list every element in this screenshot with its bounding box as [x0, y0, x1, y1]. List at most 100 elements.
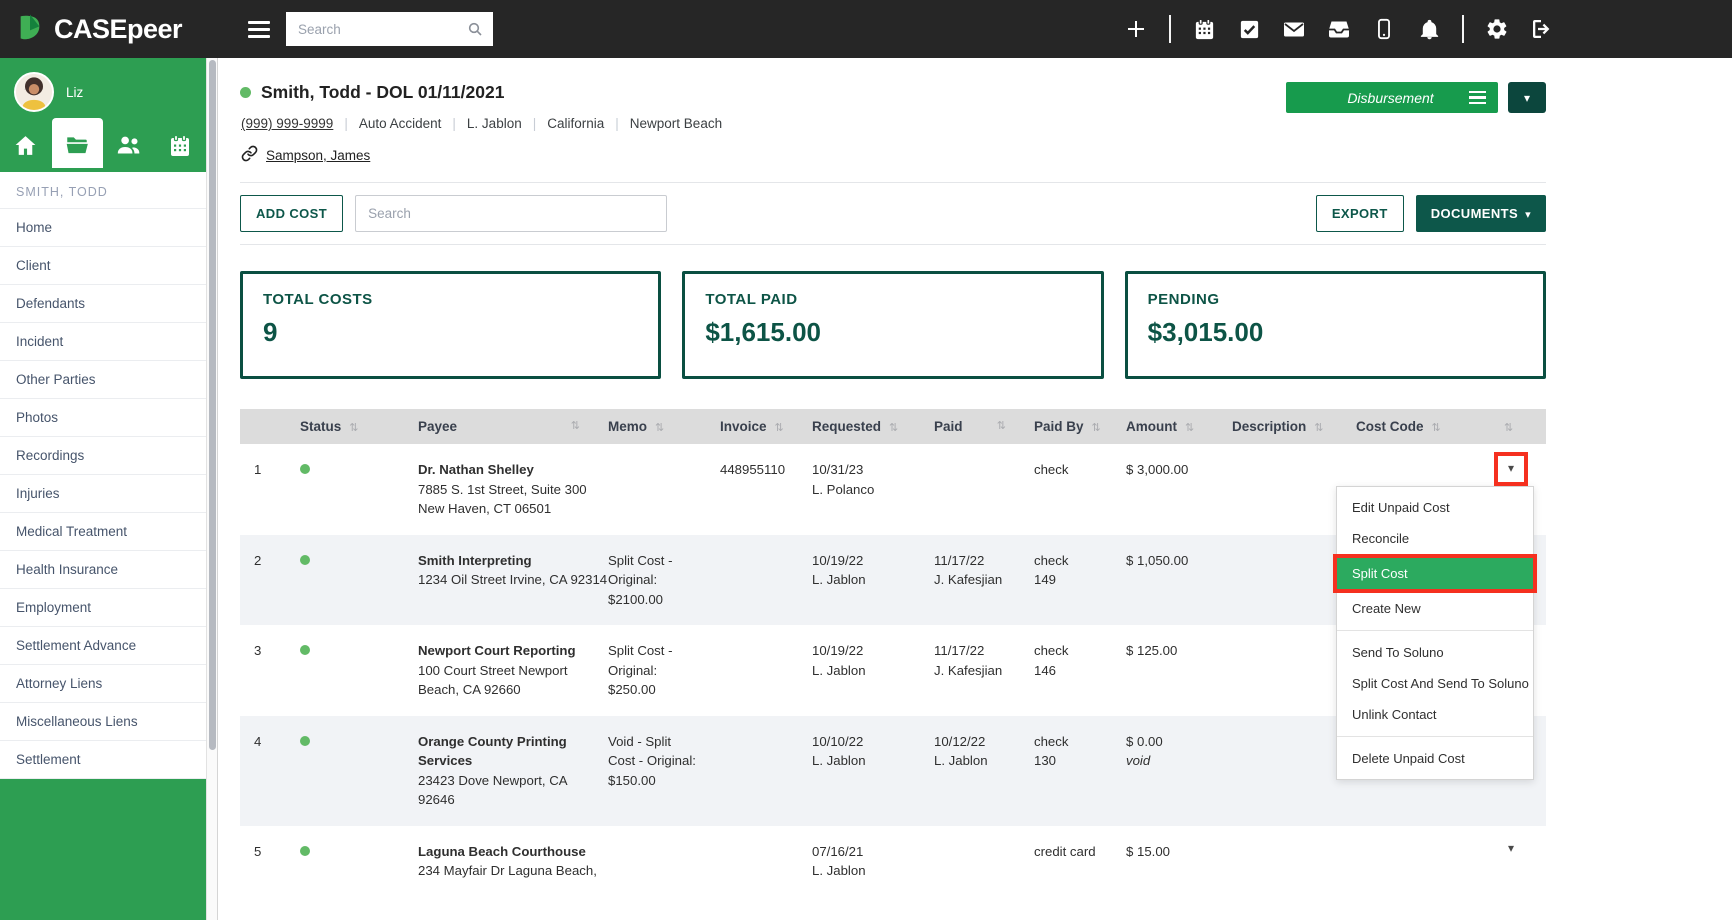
- col-status[interactable]: Status⇅: [286, 409, 404, 444]
- menu-item-create-new[interactable]: Create New: [1337, 593, 1533, 624]
- description-cell: [1218, 716, 1342, 826]
- sort-icon[interactable]: ⇅: [775, 421, 784, 434]
- sidebar-nav-item[interactable]: Client: [0, 247, 206, 285]
- casepeer-logo[interactable]: CASEpeer: [0, 11, 226, 48]
- add-cost-button[interactable]: ADD COST: [240, 195, 343, 232]
- linked-contact-link[interactable]: Sampson, James: [266, 148, 370, 163]
- card-value: 9: [263, 317, 638, 348]
- col-actions[interactable]: ⇅: [1482, 409, 1546, 444]
- sort-icon[interactable]: ⇅: [1092, 421, 1101, 434]
- search-icon: [467, 21, 483, 37]
- sidebar-nav-item[interactable]: Other Parties: [0, 361, 206, 399]
- menu-item-reconcile[interactable]: Reconcile: [1337, 523, 1533, 554]
- paid-by-cell: check146: [1020, 625, 1112, 716]
- contacts-nav-icon[interactable]: [103, 118, 155, 168]
- requested-cell: 10/10/22L. Jablon: [798, 716, 920, 826]
- menu-item-edit-unpaid-cost[interactable]: Edit Unpaid Cost: [1337, 492, 1533, 523]
- add-icon[interactable]: [1124, 17, 1148, 41]
- sort-icon[interactable]: ⇅: [571, 419, 580, 432]
- sort-icon[interactable]: ⇅: [889, 421, 898, 434]
- case-actions-caret-button[interactable]: ▾: [1508, 82, 1546, 113]
- menu-item-send-to-soluno[interactable]: Send To Soluno: [1337, 637, 1533, 668]
- payee-cell: Smith Interpreting1234 Oil Street Irvine…: [404, 535, 594, 626]
- sidebar-nav-item[interactable]: Recordings: [0, 437, 206, 475]
- sidebar-nav-item[interactable]: Photos: [0, 399, 206, 437]
- logout-icon[interactable]: [1530, 17, 1554, 41]
- disbursement-label: Disbursement: [1286, 90, 1469, 106]
- scrollbar-thumb[interactable]: [209, 60, 216, 750]
- menu-item-split-cost[interactable]: Split Cost: [1337, 558, 1533, 589]
- sort-icon[interactable]: ⇅: [1432, 421, 1441, 434]
- sidebar-nav-item[interactable]: Settlement: [0, 741, 206, 779]
- mail-icon[interactable]: [1282, 17, 1306, 41]
- sidebar-nav-item[interactable]: Incident: [0, 323, 206, 361]
- export-button[interactable]: EXPORT: [1316, 195, 1404, 232]
- sort-icon[interactable]: ⇅: [1185, 421, 1194, 434]
- calendar-icon[interactable]: [1192, 17, 1216, 41]
- settings-icon[interactable]: [1485, 17, 1509, 41]
- requested-cell: 10/19/22L. Jablon: [798, 535, 920, 626]
- notifications-icon[interactable]: [1417, 17, 1441, 41]
- row-status: [286, 535, 404, 626]
- pending-card: PENDING $3,015.00: [1125, 271, 1546, 379]
- sidebar-nav-item[interactable]: Settlement Advance: [0, 627, 206, 665]
- sidebar-nav-item[interactable]: Home: [0, 209, 206, 247]
- col-payee[interactable]: Payee⇅: [404, 409, 594, 444]
- sidebar-nav-item[interactable]: Attorney Liens: [0, 665, 206, 703]
- user-avatar[interactable]: [14, 72, 54, 112]
- row-number: 5: [240, 826, 286, 897]
- sidebar-nav-item[interactable]: Medical Treatment: [0, 513, 206, 551]
- sort-icon[interactable]: ⇅: [1314, 421, 1323, 434]
- sidebar-nav-item[interactable]: Miscellaneous Liens: [0, 703, 206, 741]
- col-description[interactable]: Description⇅: [1218, 409, 1342, 444]
- sort-icon[interactable]: ⇅: [655, 421, 664, 434]
- requested-cell: 07/16/21L. Jablon: [798, 826, 920, 897]
- col-amount[interactable]: Amount⇅: [1112, 409, 1218, 444]
- home-nav-icon[interactable]: [0, 118, 52, 168]
- sidebar-nav-item[interactable]: Injuries: [0, 475, 206, 513]
- sidebar-nav-item[interactable]: Employment: [0, 589, 206, 627]
- paid-cell: [920, 444, 1020, 535]
- row-context-menu: Edit Unpaid Cost Reconcile Split Cost Cr…: [1336, 486, 1534, 780]
- cases-nav-icon[interactable]: [52, 118, 104, 168]
- menu-item-unlink-contact[interactable]: Unlink Contact: [1337, 699, 1533, 730]
- col-requested[interactable]: Requested⇅: [798, 409, 920, 444]
- row-status: [286, 716, 404, 826]
- sidebar-nav-item[interactable]: Health Insurance: [0, 551, 206, 589]
- sort-icon[interactable]: ⇅: [349, 421, 358, 434]
- paid-by-cell: check130: [1020, 716, 1112, 826]
- menu-icon[interactable]: [248, 21, 270, 38]
- mobile-icon[interactable]: [1372, 17, 1396, 41]
- description-cell: [1218, 826, 1342, 897]
- calendar-nav-icon[interactable]: [155, 118, 207, 168]
- row-menu-caret[interactable]: ▾: [1508, 841, 1514, 855]
- sidebar-nav-item[interactable]: Defendants: [0, 285, 206, 323]
- col-invoice[interactable]: Invoice⇅: [706, 409, 798, 444]
- row-number: 2: [240, 535, 286, 626]
- col-paid[interactable]: Paid⇅: [920, 409, 1020, 444]
- phone-link[interactable]: (999) 999-9999: [241, 116, 333, 131]
- documents-button[interactable]: DOCUMENTS▾: [1416, 195, 1546, 232]
- status-dot: [300, 846, 310, 856]
- menu-item-delete-unpaid-cost[interactable]: Delete Unpaid Cost: [1337, 743, 1533, 774]
- sort-icon[interactable]: ⇅: [997, 419, 1006, 432]
- brand-name: CASEpeer: [54, 14, 182, 45]
- costs-search-input[interactable]: [355, 195, 667, 232]
- memo-cell: Split Cost - Original: $2100.00: [594, 535, 706, 626]
- tasks-icon[interactable]: [1237, 17, 1261, 41]
- sort-icon[interactable]: ⇅: [1504, 421, 1513, 434]
- amount-cell: $ 1,050.00: [1112, 535, 1218, 626]
- paid-by-cell: check: [1020, 444, 1112, 535]
- row-status: [286, 625, 404, 716]
- disbursement-button[interactable]: Disbursement: [1286, 82, 1498, 113]
- row-menu-caret[interactable]: ▾: [1508, 461, 1514, 475]
- user-name: Liz: [66, 85, 83, 100]
- menu-item-split-cost-and-send-to-soluno[interactable]: Split Cost And Send To Soluno: [1337, 668, 1533, 699]
- inbox-icon[interactable]: [1327, 17, 1351, 41]
- col-paid-by[interactable]: Paid By⇅: [1020, 409, 1112, 444]
- leaf-logo-icon: [14, 11, 46, 48]
- global-search-input[interactable]: [286, 12, 493, 46]
- paid-by-cell: check149: [1020, 535, 1112, 626]
- col-cost-code[interactable]: Cost Code⇅: [1342, 409, 1482, 444]
- col-memo[interactable]: Memo⇅: [594, 409, 706, 444]
